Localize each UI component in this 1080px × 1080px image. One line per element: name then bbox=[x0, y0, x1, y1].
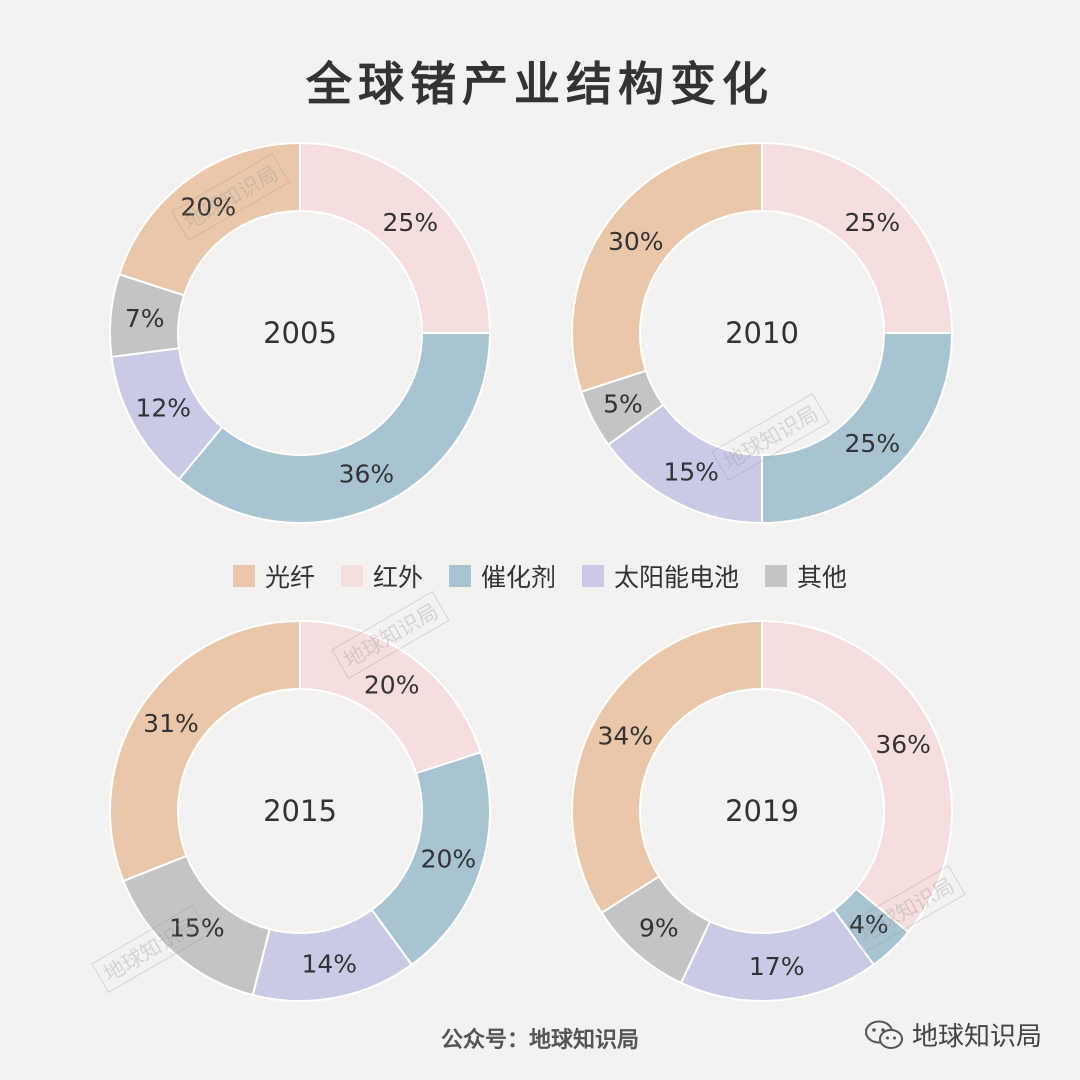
legend-label: 太阳能电池 bbox=[614, 563, 740, 592]
donut-slice bbox=[177, 332, 492, 524]
slice-label: 36% bbox=[339, 460, 395, 489]
slice-label: 5% bbox=[603, 389, 643, 418]
slice-label: 9% bbox=[639, 914, 679, 943]
legend-swatch bbox=[340, 565, 363, 587]
slice-label: 20% bbox=[364, 670, 420, 699]
slice-label: 20% bbox=[181, 192, 237, 221]
donut-slice bbox=[118, 141, 301, 297]
donut-center-year: 2015 bbox=[263, 794, 337, 828]
legend-item-fiber: 光纤 bbox=[232, 558, 315, 594]
legend-label: 红外 bbox=[372, 563, 423, 592]
donut-chart-2010: 25% 25% 15% 5% 30% 2010 bbox=[571, 141, 954, 525]
slice-label: 25% bbox=[845, 429, 901, 458]
slice-label: 17% bbox=[749, 952, 805, 981]
slice-label: 4% bbox=[849, 910, 889, 939]
legend-item-solar: 太阳能电池 bbox=[582, 558, 739, 594]
slice-label: 36% bbox=[875, 730, 931, 759]
slice-label: 14% bbox=[301, 950, 357, 979]
legend-label: 催化剂 bbox=[480, 563, 556, 592]
legend-item-catalyst: 催化剂 bbox=[448, 558, 556, 594]
donut-chart-2005: 25% 36% 12% 7% 20% 2005 bbox=[109, 141, 492, 524]
slice-label: 15% bbox=[169, 914, 225, 943]
wechat-icon bbox=[864, 1020, 903, 1049]
donut-slice bbox=[109, 619, 301, 883]
legend-swatch bbox=[582, 565, 604, 587]
legend-item-infrared: 红外 bbox=[340, 558, 423, 594]
slice-label: 31% bbox=[143, 709, 199, 738]
donut-slice bbox=[761, 619, 953, 934]
slice-label: 7% bbox=[125, 304, 165, 333]
donut-slice bbox=[299, 141, 492, 334]
slice-label: 30% bbox=[608, 227, 664, 256]
slice-label: 34% bbox=[598, 721, 654, 750]
brand-badge: 地球知识局 bbox=[864, 1016, 1042, 1053]
legend-label: 光纤 bbox=[264, 563, 315, 592]
legend-item-other: 其他 bbox=[765, 558, 847, 594]
donut-slice bbox=[761, 141, 954, 334]
donut-chart-2015: 20% 20% 14% 15% 31% 2015 bbox=[109, 619, 491, 1002]
donut-center-year: 2010 bbox=[725, 316, 799, 350]
donut-slice bbox=[761, 332, 954, 525]
brand-text: 地球知识局 bbox=[911, 1022, 1042, 1052]
legend-swatch bbox=[448, 565, 471, 587]
slice-label: 25% bbox=[845, 208, 901, 237]
legend-label: 其他 bbox=[797, 563, 848, 592]
page-title: 全球锗产业结构变化 bbox=[306, 57, 774, 111]
legend-swatch bbox=[232, 565, 255, 587]
legend-swatch bbox=[765, 565, 788, 587]
donut-slice bbox=[571, 141, 763, 393]
donut-center-year: 2005 bbox=[263, 316, 337, 350]
slice-label: 15% bbox=[663, 457, 719, 486]
donut-slice bbox=[571, 619, 763, 915]
slice-label: 25% bbox=[383, 208, 439, 237]
slice-label: 12% bbox=[136, 394, 192, 423]
chart-legend: 光纤 红外 催化剂 太阳能电池 其他 bbox=[0, 558, 1080, 594]
donut-center-year: 2019 bbox=[725, 794, 799, 828]
donut-chart-2019: 36% 4% 17% 9% 34% 2019 bbox=[571, 619, 953, 1002]
slice-label: 20% bbox=[421, 845, 477, 874]
footer-account: 公众号：地球知识局 bbox=[440, 1028, 639, 1053]
